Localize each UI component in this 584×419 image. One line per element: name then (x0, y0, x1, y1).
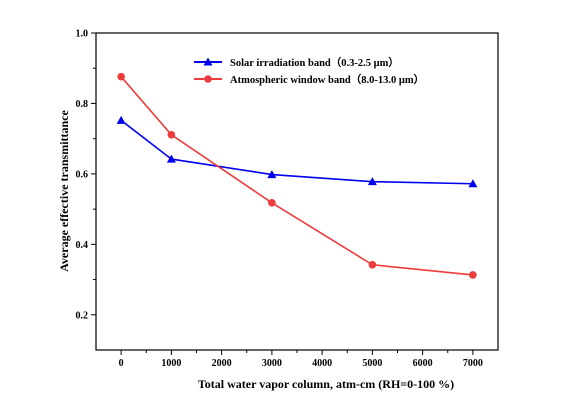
legend-label-atmospheric: Atmospheric window band（8.0-13.0 μm） (230, 73, 424, 86)
data-point-triangle (367, 177, 377, 186)
y-tick-label: 0.8 (76, 99, 89, 110)
y-tick-label: 0.6 (76, 169, 89, 180)
x-tick-label: 1000 (161, 358, 181, 369)
x-tick-label: 7000 (463, 358, 483, 369)
legend-marker-triangle (203, 57, 213, 66)
data-point-circle (368, 260, 377, 269)
y-tick-label: 0.2 (76, 310, 89, 321)
y-axis-title: Average effective transmittance (57, 109, 71, 271)
x-tick-label: 2000 (212, 358, 232, 369)
y-tick-label: 0.4 (76, 240, 89, 251)
x-tick-label: 5000 (362, 358, 382, 369)
data-point-triangle (166, 154, 176, 163)
data-point-circle (268, 198, 276, 207)
x-tick-label: 6000 (413, 358, 433, 369)
legend: Solar irradiation band（0.3-2.5 μm） Atmos… (194, 56, 424, 86)
legend-label-solar: Solar irradiation band（0.3-2.5 μm） (230, 56, 399, 69)
data-point-triangle (468, 179, 478, 188)
data-point-triangle (116, 115, 126, 124)
x-tick-label: 0 (119, 358, 124, 369)
data-point-circle (167, 130, 176, 139)
series-layer (116, 72, 478, 279)
legend-marker-circle (204, 75, 212, 83)
series-line-0 (120, 119, 473, 185)
x-tick-label: 4000 (312, 358, 332, 369)
x-axis-title: Total water vapor column, atm-cm (RH=0-1… (198, 377, 454, 391)
x-axis-ticks: 0 1000 2000 3000 4000 5000 6000 7000 (119, 350, 483, 369)
y-tick-label: 1.0 (76, 29, 89, 40)
data-point-triangle (267, 170, 277, 179)
data-point-circle (117, 72, 125, 81)
x-tick-label: 3000 (262, 358, 282, 369)
y-axis-ticks: 0.2 0.4 0.6 0.8 1.0 (76, 29, 96, 321)
data-point-circle (469, 271, 477, 279)
